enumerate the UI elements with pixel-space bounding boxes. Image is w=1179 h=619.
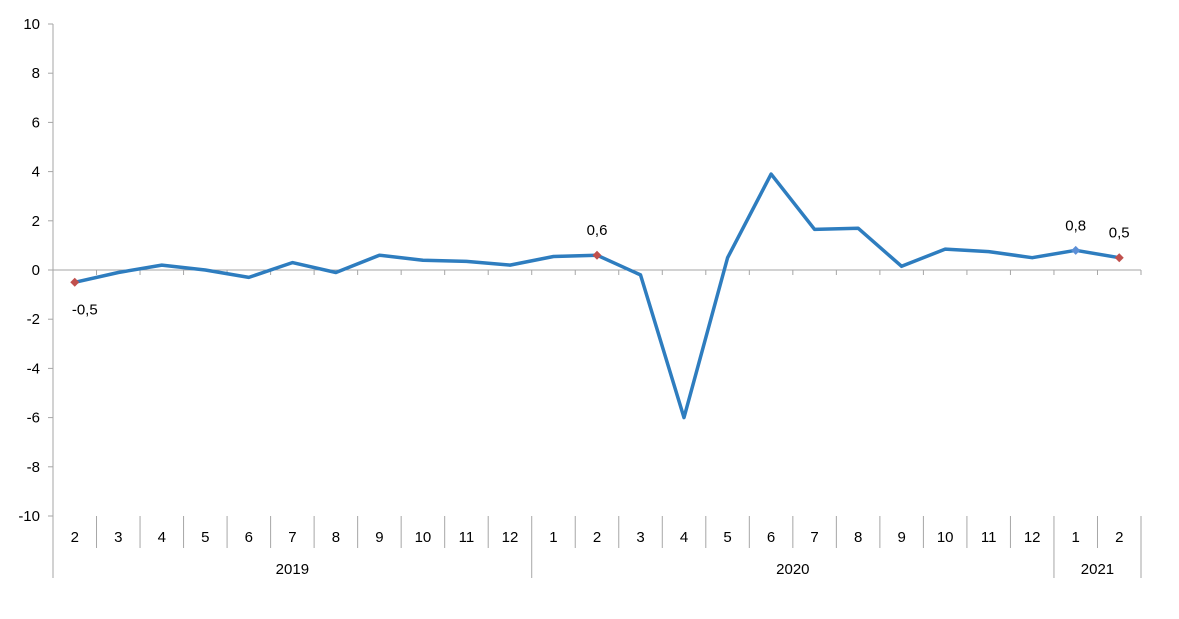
y-tick-label: -6 [27, 410, 40, 427]
y-tick-label: -8 [27, 459, 40, 476]
x-tick-label: 3 [114, 529, 122, 546]
data-point-marker [1114, 253, 1124, 263]
x-tick-label: 11 [459, 529, 475, 546]
x-tick-label: 2 [1115, 529, 1123, 546]
data-point-marker [592, 250, 602, 260]
y-tick-label: 0 [32, 262, 40, 279]
x-tick-label: 1 [1072, 529, 1080, 546]
y-tick-label: -10 [18, 508, 40, 525]
data-label: 0,5 [1109, 225, 1130, 242]
x-tick-label: 6 [245, 529, 253, 546]
x-group-label: 2020 [776, 561, 809, 578]
x-tick-label: 7 [288, 529, 296, 546]
x-tick-label: 2 [71, 529, 79, 546]
x-group-label: 2019 [276, 561, 309, 578]
x-tick-label: 10 [937, 529, 954, 546]
data-point-marker [70, 277, 80, 287]
y-tick-label: 2 [32, 213, 40, 230]
series-line [73, 172, 1121, 420]
y-tick-label: -2 [27, 311, 40, 328]
x-tick-label: 10 [415, 529, 432, 546]
x-tick-label: 9 [375, 529, 383, 546]
x-tick-label: 12 [1024, 529, 1041, 546]
x-tick-label: 4 [680, 529, 688, 546]
y-tick-label: 10 [23, 16, 40, 33]
y-tick-label: 4 [32, 164, 40, 181]
x-tick-label: 2 [593, 529, 601, 546]
data-label: 0,6 [587, 222, 608, 239]
x-tick-label: 8 [332, 529, 340, 546]
x-tick-label: 12 [502, 529, 519, 546]
data-label: -0,5 [72, 301, 98, 318]
y-tick-label: 8 [32, 65, 40, 82]
x-tick-label: 11 [981, 529, 997, 546]
x-tick-label: 6 [767, 529, 775, 546]
y-tick-label: -4 [27, 360, 40, 377]
x-tick-label: 4 [158, 529, 166, 546]
x-tick-label: 9 [897, 529, 905, 546]
x-group-label: 2021 [1081, 561, 1114, 578]
x-tick-label: 8 [854, 529, 862, 546]
x-tick-label: 5 [201, 529, 209, 546]
x-tick-label: 3 [636, 529, 644, 546]
data-label: 0,8 [1065, 217, 1086, 234]
x-tick-label: 1 [549, 529, 557, 546]
x-tick-label: 7 [810, 529, 818, 546]
x-tick-label: 5 [723, 529, 731, 546]
y-tick-label: 6 [32, 114, 40, 131]
data-point-marker [1071, 245, 1081, 255]
